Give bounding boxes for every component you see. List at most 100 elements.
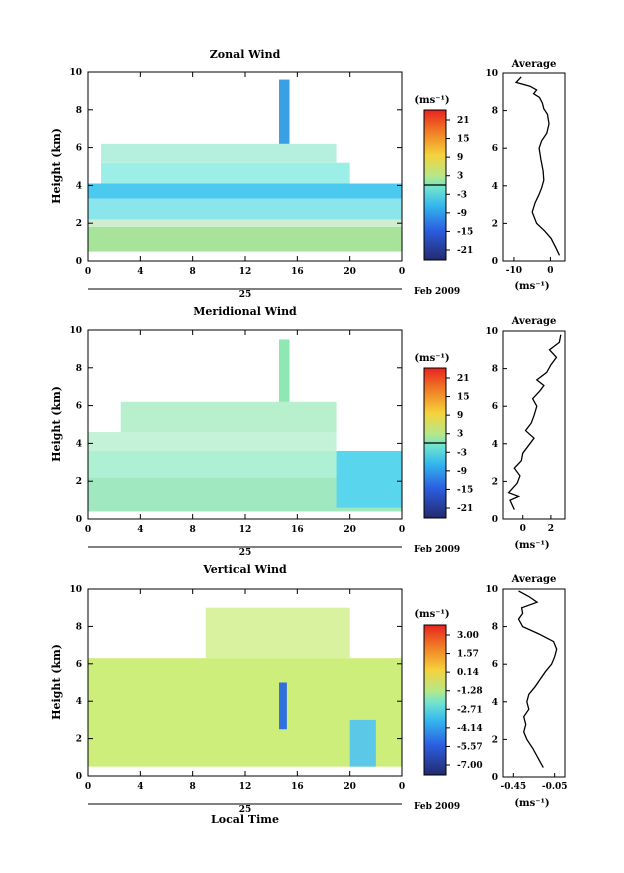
zonal-wind-avg-ytick-label-8: 8	[492, 107, 498, 117]
vertical-wind-avg-ytick-label-10: 10	[485, 585, 498, 595]
zonal-wind-title: Zonal Wind	[210, 48, 281, 61]
meridional-wind-xtick-label-0: 0	[85, 525, 91, 535]
zonal-wind-xtick-label-0: 0	[85, 267, 91, 277]
vertical-wind-avg-line	[517, 590, 558, 768]
meridional-wind-ytick-label-4: 4	[76, 439, 82, 449]
zonal-wind-avg-xtick-label-0: -10	[506, 266, 522, 276]
vertical-wind-avg-xlabel: (ms⁻¹)	[514, 798, 549, 809]
meridional-wind-cbar-label-6: -15	[457, 485, 473, 495]
zonal-wind-cbar-label-4: -3	[457, 190, 467, 200]
zonal-wind-layer-2	[88, 198, 402, 220]
vertical-wind-day-label: 25	[239, 805, 252, 815]
vertical-wind-avg-ytick-label-4: 4	[492, 698, 498, 708]
zonal-wind-layer-0	[88, 226, 402, 252]
meridional-wind-avg-xtick-label-0: 0	[520, 524, 526, 534]
zonal-wind-ytick-label-10: 10	[69, 68, 82, 78]
vertical-wind-y-axis: 0 2 4 6 8 10	[69, 585, 402, 782]
vertical-wind-ytick-label-4: 4	[76, 697, 82, 707]
meridional-wind-cbar-label-0: 21	[457, 374, 470, 384]
meridional-wind-xtick-label-5: 20	[343, 525, 356, 535]
meridional-wind-ytick-label-0: 0	[76, 515, 82, 525]
meridional-wind-avg-ytick-label-8: 8	[492, 365, 498, 375]
zonal-wind-date-label: Feb 2009	[414, 287, 460, 297]
vertical-wind-cbar-label-4: -2.71	[457, 705, 483, 715]
meridional-wind-date-label: Feb 2009	[414, 545, 460, 555]
vertical-wind-avg-ytick-label-2: 2	[492, 735, 498, 745]
zonal-wind-ytick-label-2: 2	[76, 219, 82, 229]
meridional-wind-avg-line	[507, 334, 562, 510]
meridional-wind-xtick-label-6: 0	[399, 525, 405, 535]
meridional-wind-xtick-label-2: 8	[190, 525, 196, 535]
meridional-wind-y-axis: 0 2 4 6 8 10	[69, 326, 402, 525]
vertical-wind-avg-ytick-label-0: 0	[492, 773, 498, 783]
meridional-wind-cbar-label-5: -9	[457, 467, 467, 477]
vertical-wind-xtick-label-2: 8	[190, 782, 196, 792]
zonal-wind-avg-ytick-label-2: 2	[492, 219, 498, 229]
vertical-wind-cbar-label-3: -1.28	[457, 687, 483, 697]
vertical-wind-cbar-ticks: 3.00 1.57 0.14 -1.28 -2.71 -4.14 -5.57 -7.00	[446, 631, 483, 771]
vertical-wind-avg-ytick-label-6: 6	[492, 660, 498, 670]
meridional-wind-ytick-label-2: 2	[76, 477, 82, 487]
zonal-wind-avg-axes: 0 2 4 6 8 10 -10 0	[485, 69, 553, 276]
meridional-wind-layer-4	[336, 450, 402, 508]
zonal-wind-cbar-unit: (ms⁻¹)	[414, 95, 449, 106]
vertical-wind-title: Vertical Wind	[202, 563, 287, 576]
meridional-wind-layer-2	[88, 432, 337, 451]
zonal-wind-cbar-label-3: 3	[457, 172, 463, 182]
vertical-wind-xtick-label-0: 0	[85, 782, 91, 792]
meridional-wind-cbar-label-1: 15	[457, 393, 470, 403]
zonal-wind-y-axis: 0 2 4 6 8 10	[69, 68, 402, 267]
meridional-wind-avg-axes: 0 2 4 6 8 10 0 2	[485, 327, 554, 534]
zonal-wind-layer-3	[88, 183, 402, 199]
zonal-wind-cbar-label-1: 15	[457, 135, 470, 145]
vertical-wind-xtick-label-5: 20	[343, 782, 356, 792]
zonal-wind-ytick-label-8: 8	[76, 106, 82, 116]
meridional-wind-cbar-label-7: -21	[457, 504, 473, 514]
vertical-wind-avg-frame	[502, 588, 566, 778]
vertical-wind-avg-axes: 0 2 4 6 8 10 -0.45 -0.05	[485, 585, 567, 792]
vertical-wind-ytick-label-8: 8	[76, 622, 82, 632]
zonal-wind-day-label: 25	[239, 290, 252, 300]
local-time-xlabel: Local Time	[211, 813, 279, 826]
vertical-wind-avg-title: Average	[511, 574, 557, 585]
zonal-wind-xtick-label-2: 8	[190, 267, 196, 277]
vertical-wind-avg-xtick-label-1: -0.05	[542, 782, 568, 792]
zonal-wind-cbar-label-7: -21	[457, 246, 473, 256]
zonal-wind-cbar-label-6: -15	[457, 227, 473, 237]
zonal-wind-avg-xlabel: (ms⁻¹)	[514, 281, 549, 292]
meridional-wind-avg-frame	[502, 330, 566, 520]
zonal-wind-layer-1	[88, 219, 402, 227]
zonal-wind-x-axis: 0 4 8 12 16 20 0	[85, 72, 405, 277]
meridional-wind-avg-ytick-label-6: 6	[492, 402, 498, 412]
zonal-wind-avg-frame	[502, 72, 566, 262]
meridional-wind-xtick-label-1: 4	[137, 525, 143, 535]
meridional-wind-ytick-label-6: 6	[76, 402, 82, 412]
meridional-wind-avg-title: Average	[511, 316, 557, 327]
zonal-wind-layer-4	[101, 162, 350, 184]
meridional-wind-avg-ytick-label-4: 4	[492, 440, 498, 450]
vertical-wind-cbar-label-7: -7.00	[457, 761, 483, 771]
vertical-wind-avg-ytick-label-8: 8	[492, 623, 498, 633]
vertical-wind-ytick-label-10: 10	[69, 585, 82, 595]
zonal-wind-avg-xtick-label-1: 0	[547, 266, 553, 276]
vertical-wind-ytick-label-6: 6	[76, 660, 82, 670]
meridional-wind-ytick-label-8: 8	[76, 364, 82, 374]
zonal-wind-xtick-label-1: 4	[137, 267, 143, 277]
vertical-wind-x-axis: 0 4 8 12 16 20 0	[85, 589, 405, 792]
zonal-wind-layer-5	[101, 143, 337, 163]
vertical-wind-colorbar	[423, 624, 447, 776]
vertical-wind-xtick-label-4: 16	[291, 782, 304, 792]
vertical-wind-ytick-label-2: 2	[76, 735, 82, 745]
vertical-wind-layer-2	[279, 682, 287, 730]
zonal-wind-xtick-label-6: 0	[399, 267, 405, 277]
zonal-wind-avg-title: Average	[511, 59, 557, 70]
zonal-wind-avg-ytick-label-10: 10	[485, 69, 498, 79]
meridional-wind-cbar-ticks: 21 15 9 3 -3 -9 -15 -21	[446, 374, 473, 514]
vertical-wind-cbar-unit: (ms⁻¹)	[414, 609, 449, 620]
meridional-wind-xtick-label-3: 12	[239, 525, 252, 535]
meridional-wind-cbar-label-3: 3	[457, 430, 463, 440]
vertical-wind-xtick-label-1: 4	[137, 782, 143, 792]
vertical-wind-avg-xtick-label-0: -0.45	[501, 782, 527, 792]
